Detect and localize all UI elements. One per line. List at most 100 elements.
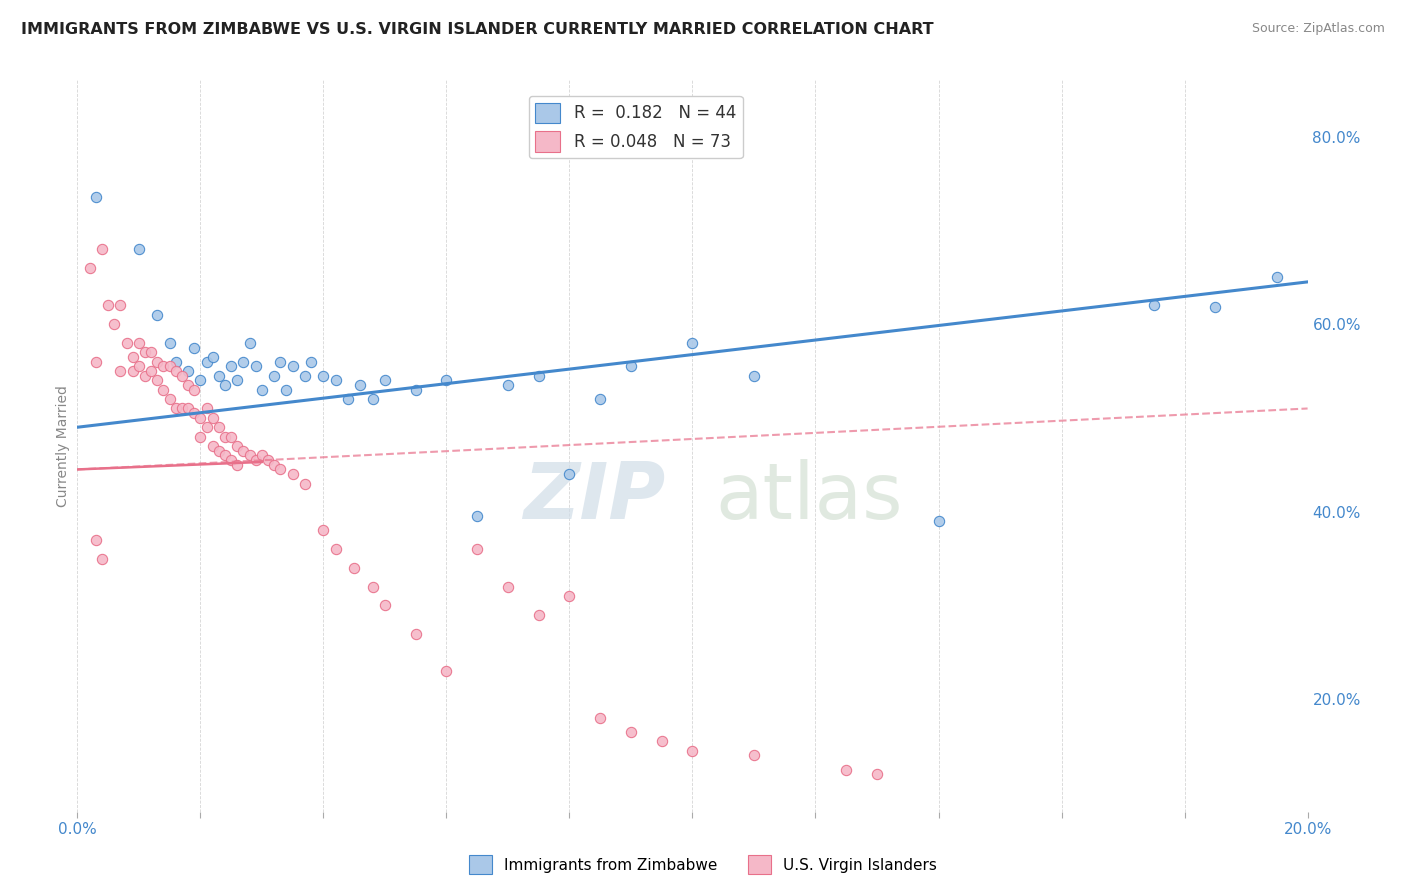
Point <box>232 443 254 458</box>
Point <box>152 383 174 397</box>
Point <box>146 373 169 387</box>
Text: ZIP: ZIP <box>523 459 665 535</box>
Point <box>558 589 581 603</box>
Point <box>128 359 150 374</box>
Point <box>165 354 187 368</box>
Point <box>208 368 231 383</box>
Point <box>90 551 114 566</box>
Point <box>226 373 249 387</box>
Legend: R =  0.182   N = 44, R = 0.048   N = 73: R = 0.182 N = 44, R = 0.048 N = 73 <box>529 96 742 158</box>
Point <box>361 580 384 594</box>
Point <box>79 260 101 275</box>
Point <box>201 350 224 364</box>
Point <box>651 734 673 748</box>
Point <box>214 449 236 463</box>
Point <box>281 467 304 482</box>
Point <box>263 368 285 383</box>
Point <box>349 378 371 392</box>
Point <box>84 533 107 547</box>
Point <box>496 378 519 392</box>
Point <box>188 429 212 443</box>
Point <box>742 368 765 383</box>
Point <box>361 392 384 406</box>
Point <box>141 345 163 359</box>
Point <box>226 439 249 453</box>
Point <box>928 514 950 528</box>
Point <box>121 350 143 364</box>
Point <box>188 373 212 387</box>
Point <box>620 359 643 374</box>
Point <box>436 664 458 678</box>
Point <box>589 392 612 406</box>
Text: IMMIGRANTS FROM ZIMBABWE VS U.S. VIRGIN ISLANDER CURRENTLY MARRIED CORRELATION C: IMMIGRANTS FROM ZIMBABWE VS U.S. VIRGIN … <box>21 22 934 37</box>
Point <box>245 453 267 467</box>
Point <box>177 364 200 378</box>
Point <box>128 335 150 350</box>
Point <box>214 378 236 392</box>
Point <box>177 378 200 392</box>
Point <box>294 476 316 491</box>
Point <box>195 420 218 434</box>
Point <box>312 524 335 538</box>
Point <box>121 364 143 378</box>
Point <box>337 392 360 406</box>
Point <box>110 298 132 312</box>
Point <box>374 599 396 613</box>
Point <box>269 462 291 476</box>
Text: Source: ZipAtlas.com: Source: ZipAtlas.com <box>1251 22 1385 36</box>
Point <box>405 383 427 397</box>
Point <box>177 401 200 416</box>
Point <box>159 359 181 374</box>
Point <box>465 509 488 524</box>
Point <box>170 368 193 383</box>
Point <box>183 406 205 420</box>
Point <box>312 368 335 383</box>
Point <box>219 359 242 374</box>
Point <box>239 449 262 463</box>
Point <box>141 364 163 378</box>
Point <box>527 607 550 622</box>
Point <box>219 429 242 443</box>
Point <box>165 401 187 416</box>
Point <box>299 354 322 368</box>
Point <box>405 626 427 640</box>
Point <box>1204 300 1226 314</box>
Point <box>276 383 298 397</box>
Point <box>208 443 231 458</box>
Point <box>214 429 236 443</box>
Point <box>374 373 396 387</box>
Text: atlas: atlas <box>716 459 903 535</box>
Legend: Immigrants from Zimbabwe, U.S. Virgin Islanders: Immigrants from Zimbabwe, U.S. Virgin Is… <box>463 849 943 880</box>
Point <box>188 410 212 425</box>
Point <box>232 354 254 368</box>
Point <box>1143 298 1166 312</box>
Point <box>195 354 218 368</box>
Point <box>436 373 458 387</box>
Point <box>325 373 347 387</box>
Point <box>97 298 120 312</box>
Point <box>110 364 132 378</box>
Point <box>219 453 242 467</box>
Point <box>527 368 550 383</box>
Point <box>269 354 291 368</box>
Point <box>294 368 316 383</box>
Point <box>146 308 169 322</box>
Point <box>152 359 174 374</box>
Point <box>134 368 156 383</box>
Point <box>134 345 156 359</box>
Point <box>103 317 125 331</box>
Point <box>183 341 205 355</box>
Point <box>465 542 488 557</box>
Point <box>90 242 114 256</box>
Point <box>146 354 169 368</box>
Point <box>263 458 285 472</box>
Point <box>866 767 889 781</box>
Point <box>226 458 249 472</box>
Point <box>159 335 181 350</box>
Point <box>208 420 231 434</box>
Point <box>195 401 218 416</box>
Point <box>257 453 280 467</box>
Point <box>159 392 181 406</box>
Point <box>239 335 262 350</box>
Point <box>325 542 347 557</box>
